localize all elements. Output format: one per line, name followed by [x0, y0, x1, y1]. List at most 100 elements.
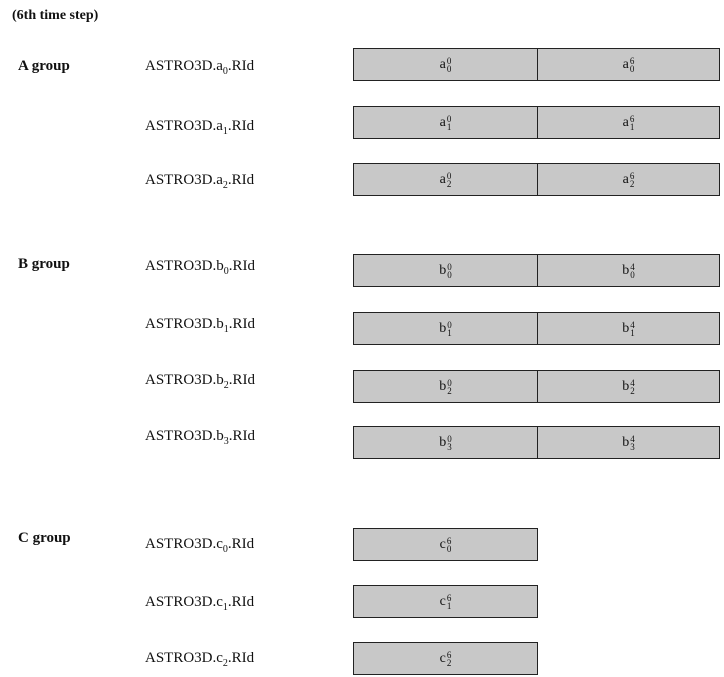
cell-subscript: 2 [447, 385, 452, 396]
cell-superscript: 0 [447, 377, 452, 388]
row-label-suffix: .RId [228, 428, 256, 444]
row-label-subscript: 0 [223, 266, 229, 277]
cell-subscript: 0 [446, 63, 452, 74]
row-label-suffix: .RId [227, 172, 255, 188]
row-label-suffix: .RId [227, 118, 255, 134]
row-label-suffix: .RId [227, 594, 255, 610]
row-label-prefix: ASTRO3D.a [145, 172, 223, 188]
cell-subscript: 0 [629, 63, 635, 74]
row-label-suffix: .RId [227, 58, 255, 74]
cell-superscript: 0 [447, 319, 452, 330]
cell-superscript: 0 [446, 170, 452, 181]
diagram-title: (6th time step) [12, 8, 99, 23]
cell-superscript: 4 [630, 261, 635, 272]
cell-superscript: 0 [447, 433, 452, 444]
cell-subscript: 3 [447, 441, 452, 452]
row-label-prefix: ASTRO3D.b [145, 316, 224, 332]
cell-superscript: 4 [630, 377, 635, 388]
row-label-subscript: 1 [222, 126, 228, 137]
cell-subscript: 1 [446, 600, 452, 611]
cell-subscript: 3 [630, 441, 635, 452]
row-label-suffix: .RId [228, 316, 256, 332]
cell-base: b [439, 320, 447, 336]
cell-base: b [622, 434, 630, 450]
row-label-subscript: 0 [222, 66, 228, 77]
cell-superscript: 6 [446, 535, 452, 546]
cell-subscript: 2 [630, 385, 635, 396]
cell-base: a [622, 171, 629, 187]
cell-base: a [439, 56, 446, 72]
cell-superscript: 0 [446, 113, 452, 124]
row-label-suffix: .RId [227, 650, 255, 666]
row-label-subscript: 3 [223, 436, 229, 447]
cell-base: a [439, 171, 446, 187]
row-label-subscript: 1 [223, 324, 229, 335]
cell-base: b [622, 378, 630, 394]
row-label: ASTRO3D.c1.RId [145, 594, 255, 613]
cell-base: a [622, 56, 629, 72]
row-label: ASTRO3D.b2.RId [145, 372, 256, 391]
cell-superscript: 6 [629, 113, 635, 124]
cell-superscript: 6 [629, 170, 635, 181]
cell-superscript: 4 [630, 433, 635, 444]
cell-base: b [622, 320, 630, 336]
row-label: ASTRO3D.b3.RId [145, 428, 256, 447]
row-label-suffix: .RId [228, 258, 256, 274]
cell-base: b [439, 262, 447, 278]
cell-base: b [439, 378, 447, 394]
cell-base: b [439, 434, 447, 450]
row-label: ASTRO3D.a0.RId [145, 58, 255, 77]
row-label-suffix: .RId [227, 536, 255, 552]
cell-subscript: 1 [630, 327, 635, 338]
cell-base: a [439, 114, 446, 130]
cell-superscript: 4 [630, 319, 635, 330]
cell-superscript: 6 [446, 649, 452, 660]
row-label: ASTRO3D.c0.RId [145, 536, 255, 555]
cell-superscript: 6 [629, 55, 635, 66]
cell-subscript: 0 [447, 269, 452, 280]
cell-superscript: 0 [447, 261, 452, 272]
row-label: ASTRO3D.b1.RId [145, 316, 256, 335]
row-label-prefix: ASTRO3D.a [145, 58, 223, 74]
row-label-prefix: ASTRO3D.b [145, 258, 224, 274]
cell-subscript: 1 [447, 327, 452, 338]
row-label-prefix: ASTRO3D.c [145, 536, 223, 552]
row-label: ASTRO3D.c2.RId [145, 650, 255, 669]
cell-superscript: 0 [446, 55, 452, 66]
row-label-prefix: ASTRO3D.c [145, 650, 223, 666]
row-label: ASTRO3D.a1.RId [145, 118, 255, 137]
row-label-subscript: 1 [222, 602, 228, 613]
group-label-a: A group [18, 58, 70, 74]
group-label-b: B group [18, 256, 70, 272]
cell-subscript: 1 [629, 121, 635, 132]
group-label-c: C group [18, 530, 71, 546]
row-label: ASTRO3D.a2.RId [145, 172, 255, 191]
cell-base: c [439, 650, 446, 666]
row-label-suffix: .RId [228, 372, 256, 388]
cell-subscript: 2 [446, 657, 452, 668]
row-label-prefix: ASTRO3D.b [145, 372, 224, 388]
cell-base: b [622, 262, 630, 278]
cell-subscript: 2 [629, 178, 635, 189]
cell-subscript: 0 [446, 543, 452, 554]
row-label-subscript: 2 [223, 380, 229, 391]
row-label-prefix: ASTRO3D.b [145, 428, 224, 444]
cell-base: c [439, 536, 446, 552]
cell-subscript: 2 [446, 178, 452, 189]
cell-base: a [622, 114, 629, 130]
